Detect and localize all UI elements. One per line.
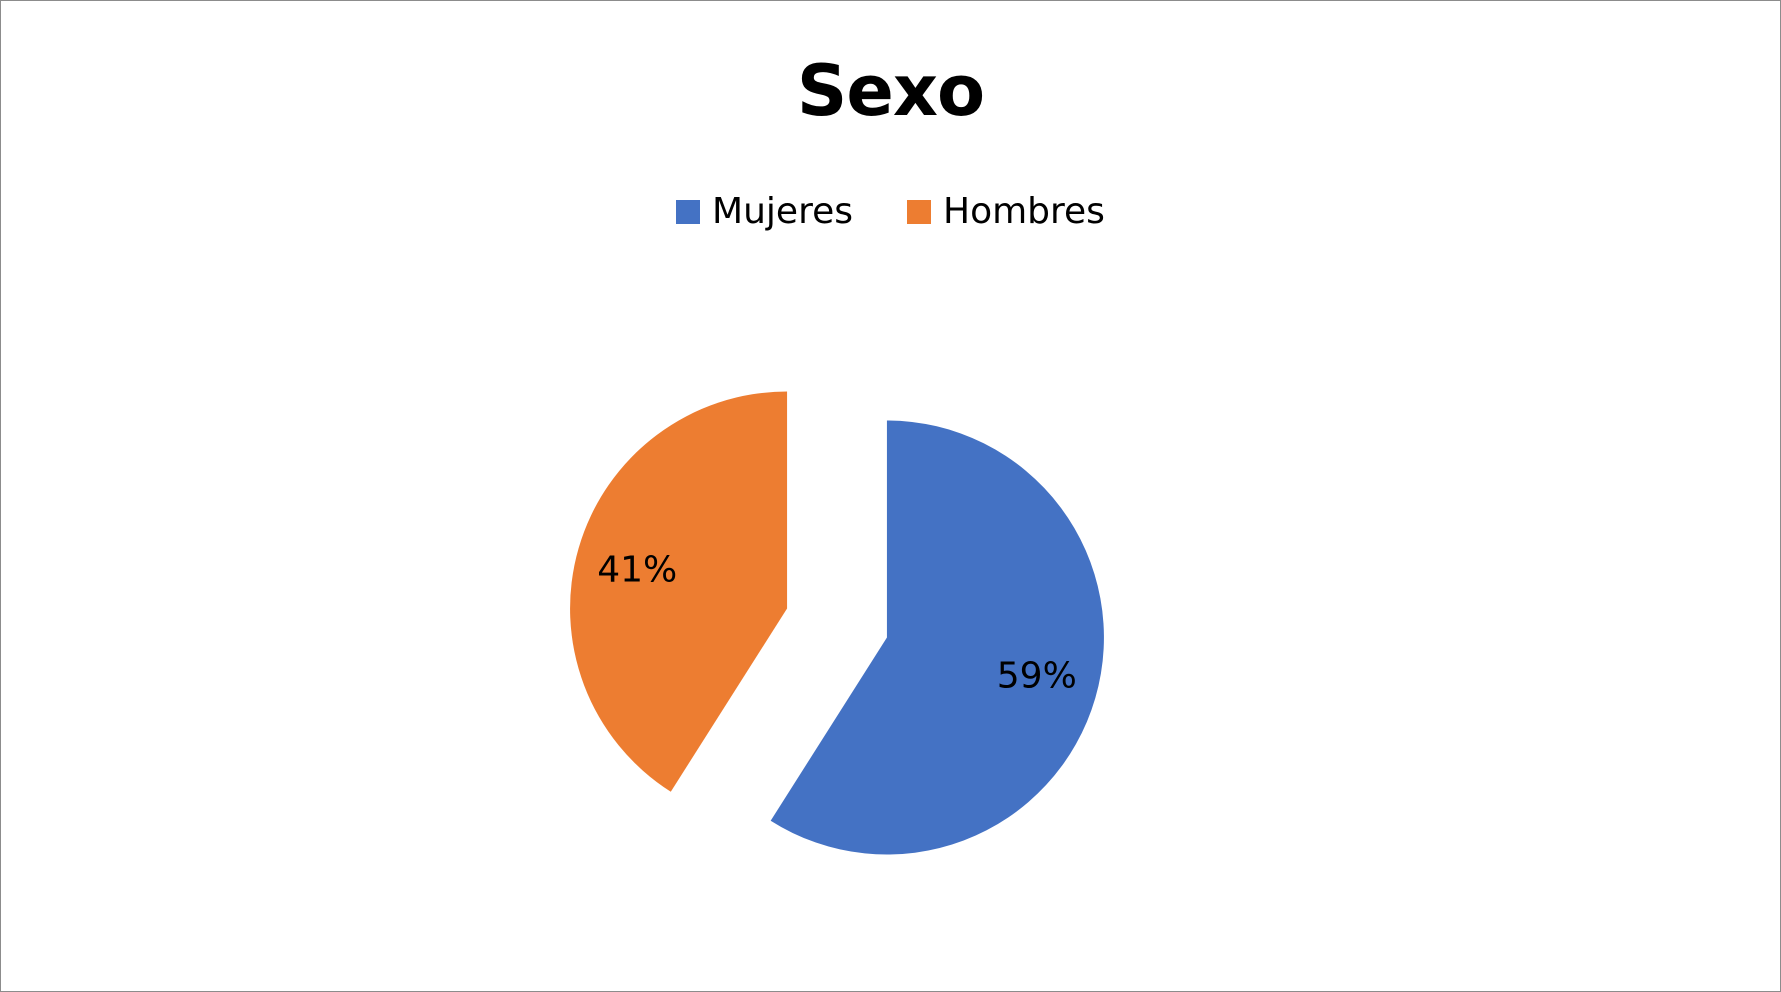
data-label-hombres: 41% (597, 550, 677, 591)
legend-item-mujeres: Mujeres (676, 187, 853, 237)
legend-swatch-mujeres (676, 200, 701, 224)
legend-swatch-hombres (907, 200, 931, 224)
legend-label-hombres: Hombres (943, 191, 1105, 232)
legend-item-hombres: Hombres (907, 187, 1105, 237)
chart-title: Sexo (796, 50, 985, 132)
legend-label-mujeres: Mujeres (712, 191, 853, 232)
legend: Mujeres Hombres (1, 187, 1780, 237)
data-label-mujeres: 59% (997, 655, 1077, 696)
pie-slice-hombres (570, 391, 788, 792)
pie-slice-mujeres (770, 420, 1104, 855)
